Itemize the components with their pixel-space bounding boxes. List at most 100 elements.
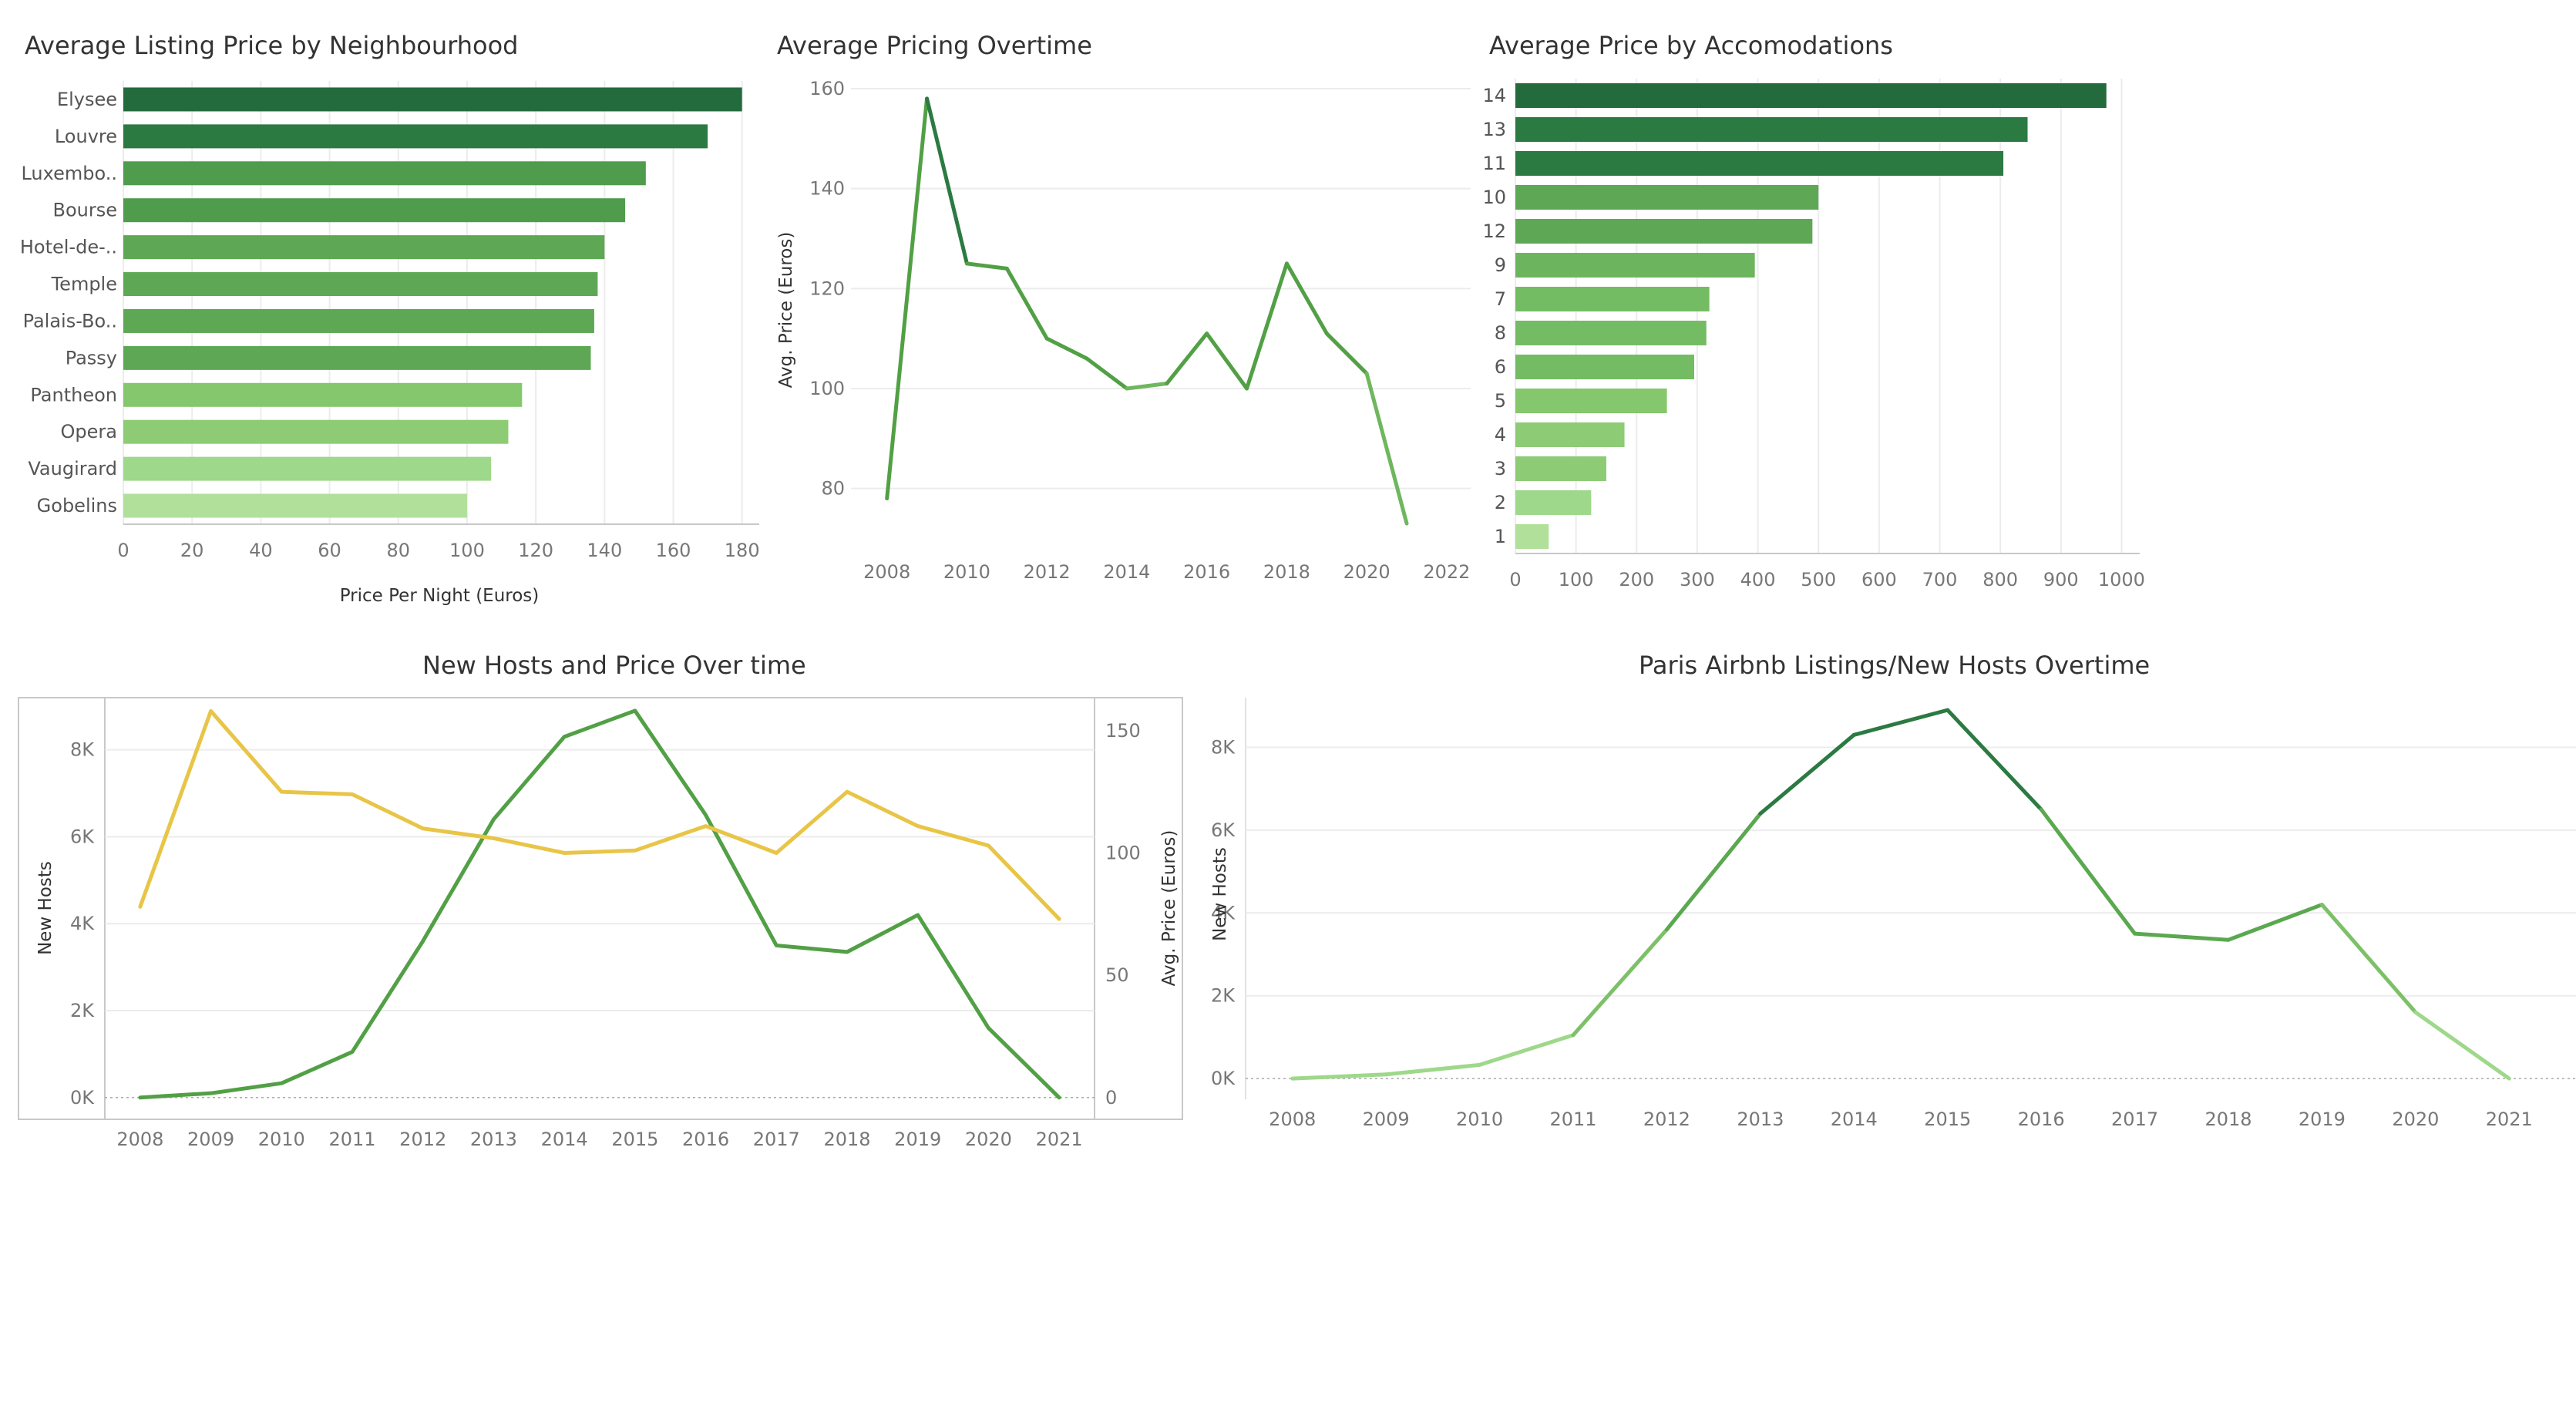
x-tick-label: 2009 [187,1129,234,1150]
price-line-segment [1245,261,1289,391]
x-tick-label: 2021 [1036,1129,1083,1150]
x-tick-label: 200 [1619,569,1654,590]
x-tick-label: 2017 [753,1129,800,1150]
bar [123,308,594,333]
price-line-segment [1085,356,1129,391]
x-tick-label: 2018 [823,1129,870,1150]
x-tick-label: 2010 [943,561,990,583]
bar [1515,151,2004,176]
x-tick-label: 100 [449,540,485,561]
accommodations-price-title: Average Price by Accomodations [1489,31,1893,60]
x-tick-label: 2019 [894,1129,941,1150]
plot-frame [18,697,1183,1120]
category-label: 7 [1495,288,1506,310]
category-label: Passy [66,347,117,368]
x-tick-label: 2022 [1423,561,1470,583]
y-tick-label: 0K [1211,1068,1236,1089]
x-tick-label: 2012 [1024,561,1071,583]
y-tick-label: 120 [809,278,845,299]
price-line-segment [1004,266,1049,341]
category-label: Pantheon [30,384,117,405]
category-label: Opera [61,421,117,442]
bar [1515,287,1710,311]
bar [1515,219,1813,244]
bar [1515,253,1755,278]
x-tick-label: 2008 [116,1129,163,1150]
x-tick-label: 2010 [258,1129,305,1150]
bar [123,124,708,149]
x-tick-label: 2008 [863,561,910,583]
price-line-segment [1205,331,1249,391]
price-line-segment [1284,261,1329,336]
category-label: Palais-Bo.. [23,310,117,331]
x-tick-label: 2014 [541,1129,588,1150]
bar [123,345,591,370]
y-axis-title: New Hosts [35,861,55,955]
hosts-price-title: New Hosts and Price Over time [422,651,806,680]
bar [1515,524,1549,549]
x-tick-label: 0 [1509,569,1521,590]
bar [123,493,467,518]
x-tick-label: 160 [656,540,691,561]
x-tick-label: 2018 [2204,1109,2251,1130]
y-tick-label: 6K [1211,819,1236,841]
bar [123,419,509,444]
y-tick-label: 4K [70,913,95,934]
x-tick-label: 2015 [611,1129,658,1150]
category-label: 8 [1495,322,1506,344]
bar [123,456,492,481]
category-label: 2 [1495,492,1506,513]
y-tick-label: 8K [70,739,95,761]
bar [123,87,742,112]
y2-tick-label: 150 [1105,720,1141,742]
bar [1515,389,1667,413]
x-tick-label: 2013 [1737,1109,1784,1130]
y-tick-label: 0K [70,1087,95,1109]
x-tick-label: 2016 [682,1129,729,1150]
listings-line-segment [2226,903,2324,942]
y-tick-label: 2K [1211,985,1236,1007]
price-line-segment [1165,331,1209,386]
x-tick-label: 1000 [2098,569,2145,590]
y2-tick-label: 0 [1105,1087,1117,1109]
x-tick-label: 800 [1982,569,2018,590]
price-line-segment [964,261,1009,271]
x-tick-label: 2009 [1363,1109,1410,1130]
category-label: 5 [1495,390,1506,412]
x-tick-label: 2020 [2392,1109,2439,1130]
category-label: 9 [1495,254,1506,276]
category-label: Temple [51,274,117,295]
y-tick-label: 80 [821,478,845,500]
bar [1515,422,1625,447]
x-tick-label: 300 [1680,569,1715,590]
x-tick-label: 2021 [2486,1109,2533,1130]
y-tick-label: 2K [70,1000,95,1021]
category-label: Louvre [55,126,117,147]
listings-line-segment [2319,903,2418,1014]
category-label: 14 [1482,85,1506,106]
listings-line-segment [1290,1072,1388,1081]
y-tick-label: 160 [809,78,845,99]
bar [123,382,523,407]
category-label: 1 [1495,526,1506,547]
y2-tick-label: 100 [1105,842,1141,863]
x-tick-label: 60 [318,540,341,561]
x-tick-label: 140 [587,540,622,561]
listings-line-segment [2133,931,2231,942]
pricing-overtime-title: Average Pricing Overtime [777,31,1092,60]
x-tick-label: 2011 [1549,1109,1596,1130]
listings-line-segment [1571,927,1669,1038]
y-axis-title: Avg. Price (Euros) [776,232,796,389]
x-tick-label: 100 [1559,569,1594,590]
bar [1515,490,1592,515]
neighbourhood-price-title: Average Listing Price by Neighbourhood [25,31,519,60]
x-tick-label: 2015 [1924,1109,1971,1130]
listings-line-segment [2413,1010,2511,1081]
category-label: 13 [1482,119,1506,140]
x-tick-label: 2014 [1831,1109,1878,1130]
y-tick-label: 140 [809,178,845,200]
bar [123,272,598,297]
category-label: 3 [1495,458,1506,479]
